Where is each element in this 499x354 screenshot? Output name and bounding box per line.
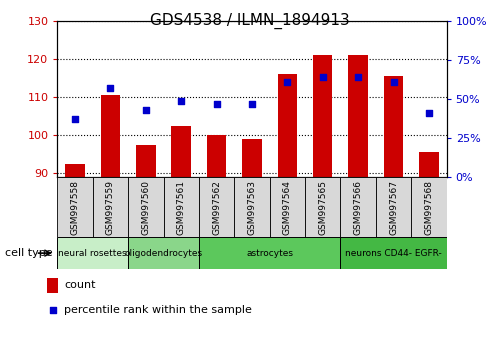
Bar	[235, 177, 269, 237]
Text: neural rosettes: neural rosettes	[58, 249, 127, 258]
Bar	[172, 126, 191, 177]
Text: GSM997568: GSM997568	[425, 179, 434, 235]
Bar	[101, 95, 120, 177]
Point	[390, 79, 398, 85]
Text: astrocytes: astrocytes	[246, 249, 293, 258]
Bar	[207, 135, 227, 177]
Bar	[419, 152, 439, 177]
Point	[71, 116, 79, 122]
Text: GSM997564: GSM997564	[283, 179, 292, 235]
Bar	[305, 177, 340, 237]
Bar	[411, 177, 447, 237]
Point	[425, 110, 433, 116]
Text: GSM997567: GSM997567	[389, 179, 398, 235]
Text: count: count	[64, 280, 96, 291]
Text: GSM997562: GSM997562	[212, 179, 221, 235]
Text: GSM997558: GSM997558	[70, 179, 79, 235]
Text: GSM997559: GSM997559	[106, 179, 115, 235]
Bar	[340, 237, 447, 269]
Bar	[199, 237, 340, 269]
Point	[283, 79, 291, 85]
Bar	[128, 237, 199, 269]
Bar	[277, 74, 297, 177]
Point	[142, 107, 150, 113]
Bar	[376, 177, 411, 237]
Point	[319, 74, 327, 80]
Text: GDS4538 / ILMN_1894913: GDS4538 / ILMN_1894913	[150, 12, 349, 29]
Bar	[136, 145, 156, 177]
Bar	[65, 164, 85, 177]
Bar	[384, 76, 403, 177]
Text: GSM997560: GSM997560	[141, 179, 150, 235]
Point	[213, 101, 221, 107]
Bar	[199, 177, 235, 237]
Text: GSM997563: GSM997563	[248, 179, 256, 235]
Bar	[128, 177, 164, 237]
Point	[49, 307, 57, 313]
Point	[106, 85, 114, 91]
Text: GSM997565: GSM997565	[318, 179, 327, 235]
Point	[354, 74, 362, 80]
Bar	[93, 177, 128, 237]
Bar	[164, 177, 199, 237]
Text: GSM997566: GSM997566	[354, 179, 363, 235]
Bar	[313, 56, 332, 177]
Text: GSM997561: GSM997561	[177, 179, 186, 235]
Point	[248, 101, 256, 107]
Bar	[243, 139, 261, 177]
Text: percentile rank within the sample: percentile rank within the sample	[64, 305, 252, 315]
Bar	[269, 177, 305, 237]
Bar	[47, 278, 58, 293]
Bar	[57, 177, 93, 237]
Bar	[340, 177, 376, 237]
Bar	[57, 237, 128, 269]
Text: oligodendrocytes: oligodendrocytes	[124, 249, 203, 258]
Point	[177, 98, 185, 103]
Text: cell type: cell type	[5, 248, 52, 258]
Bar	[348, 56, 368, 177]
Text: neurons CD44- EGFR-: neurons CD44- EGFR-	[345, 249, 442, 258]
